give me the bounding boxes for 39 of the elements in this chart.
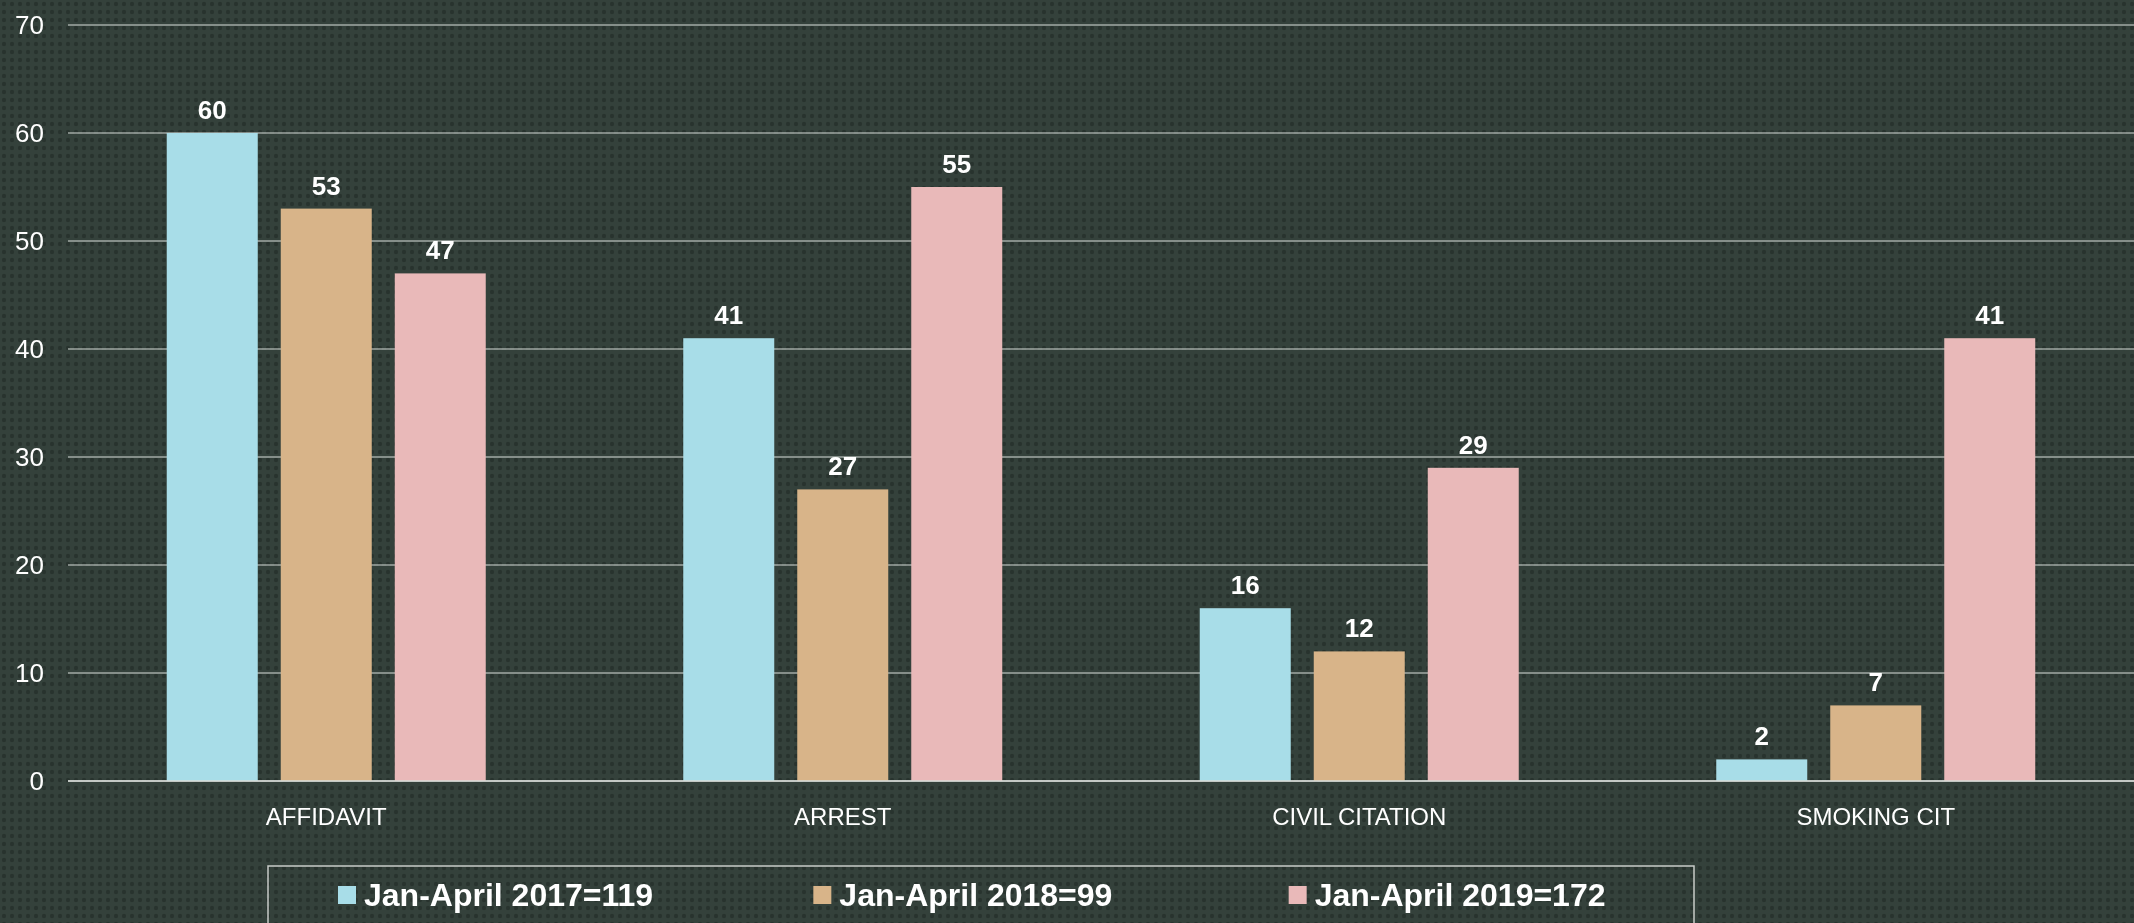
data-label: 12 <box>1344 613 1374 644</box>
data-label: 16 <box>1230 570 1260 601</box>
legend-label: Jan-April 2017=119 <box>364 877 654 914</box>
legend-label: Jan-April 2019=172 <box>1314 877 1606 914</box>
y-tick-label: 0 <box>29 766 44 797</box>
bar <box>1313 651 1405 781</box>
bar <box>1830 705 1922 781</box>
data-label: 7 <box>1868 667 1883 698</box>
bar <box>166 133 258 781</box>
y-tick-label: 60 <box>15 118 44 149</box>
data-label: 2 <box>1754 721 1769 752</box>
bar <box>394 273 486 781</box>
bar <box>1427 467 1519 781</box>
x-tick-label: SMOKING CIT <box>1796 803 1956 830</box>
data-label: 41 <box>1975 300 2005 331</box>
bar <box>1716 759 1808 781</box>
data-label: 53 <box>311 170 341 201</box>
bar <box>280 208 372 781</box>
data-label: 27 <box>828 451 858 482</box>
bar <box>683 338 775 781</box>
x-tick-label: ARREST <box>794 803 892 830</box>
bar <box>1199 608 1291 781</box>
bar <box>797 489 889 781</box>
data-label: 47 <box>425 235 455 266</box>
bar <box>911 187 1003 781</box>
data-label: 41 <box>714 300 744 331</box>
x-tick-label: AFFIDAVIT <box>265 803 388 830</box>
y-tick-label: 20 <box>15 550 44 581</box>
y-tick-label: 40 <box>15 334 44 365</box>
x-tick-label: CIVIL CITATION <box>1272 803 1447 830</box>
y-tick-label: 50 <box>15 226 44 257</box>
data-label: 60 <box>197 95 227 125</box>
y-tick-label: 10 <box>15 658 44 689</box>
y-tick-label: 30 <box>15 442 44 473</box>
data-label: 29 <box>1458 429 1488 460</box>
y-tick-label: 70 <box>15 10 44 41</box>
bar <box>1944 338 2036 781</box>
legend-label: Jan-April 2018=99 <box>839 877 1113 914</box>
data-label: 55 <box>942 149 972 179</box>
